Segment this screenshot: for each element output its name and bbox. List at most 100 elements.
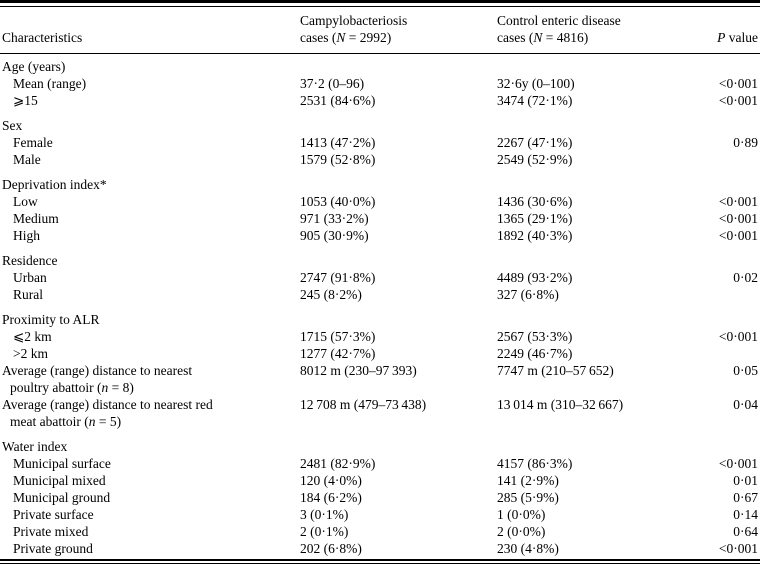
control-value: 3474 (72·1%) <box>497 93 573 108</box>
p-value: <0·001 <box>718 211 758 226</box>
cases-value: 2747 (91·8%) <box>300 270 376 285</box>
table-row: High 905 (30·9%) 1892 (40·3%) <0·001 <box>0 227 760 244</box>
p-value: 0·02 <box>733 270 758 285</box>
p-value: 0·67 <box>733 490 758 505</box>
row-label-line2-pre: meat abattoir ( <box>10 414 89 429</box>
table-row: Private mixed 2 (0·1%) 2 (0·0%) 0·64 <box>0 523 760 540</box>
cases-value: 1413 (47·2%) <box>300 135 376 150</box>
cases-value: 1053 (40·0%) <box>300 194 376 209</box>
control-value: 2549 (52·9%) <box>497 152 573 167</box>
row-label: Municipal surface <box>13 456 111 471</box>
p-value <box>709 109 760 134</box>
table-row: Mean (range) 37·2 (0–96) 32·6y (0–100) <0·0… <box>0 75 760 92</box>
table-row: Municipal surface 2481 (82·9%) 4157 (86·3%… <box>0 455 760 472</box>
table-row: Private surface 3 (0·1%) 1 (0·0%) 0·14 <box>0 506 760 523</box>
row-label: Private ground <box>13 541 93 556</box>
cases-value: 2 (0·1%) <box>300 524 349 539</box>
control-value <box>497 168 709 193</box>
p-value: <0·001 <box>718 329 758 344</box>
control-value: 4157 (86·3%) <box>497 456 573 471</box>
p-value <box>709 303 760 328</box>
control-value: 230 (4·8%) <box>497 541 559 556</box>
header-control-line1: Control enteric disease <box>497 13 621 28</box>
p-value <box>709 430 760 455</box>
table-row: Deprivation index* <box>0 168 760 193</box>
table-row: Sex <box>0 109 760 134</box>
table-row: Male 1579 (52·8%) 2549 (52·9%) <box>0 151 760 168</box>
row-label: Private mixed <box>13 524 89 539</box>
control-value <box>497 54 709 75</box>
table-row: Average (range) distance to nearest red … <box>0 396 760 430</box>
cases-value <box>300 168 497 193</box>
data-table: Age (years) Mean (range) 37·2 (0–96) 32·6y… <box>0 54 760 557</box>
row-label: Average (range) distance to nearest poul… <box>0 362 300 396</box>
control-value <box>497 109 709 134</box>
cases-value: 905 (30·9%) <box>300 228 369 243</box>
table-row: Municipal ground 184 (6·2%) 285 (5·9%) 0·67 <box>0 489 760 506</box>
header-cases-line2-post: = 2992) <box>345 30 392 45</box>
cases-value: 1579 (52·8%) <box>300 152 376 167</box>
row-label: Male <box>13 152 41 167</box>
row-label: >2 km <box>13 346 48 361</box>
cases-value: 2481 (82·9%) <box>300 456 376 471</box>
cases-value: 971 (33·2%) <box>300 211 369 226</box>
top-rule-thick <box>0 0 760 3</box>
control-value: 4489 (93·2%) <box>497 270 573 285</box>
row-label: ⩾15 <box>13 93 38 108</box>
row-label: Age (years) <box>2 59 66 74</box>
cases-value: 120 (4·0%) <box>300 473 362 488</box>
cases-value: 8012 m (230–97 393) <box>300 363 417 378</box>
row-label: Average (range) distance to nearest red … <box>0 396 300 430</box>
table-row: Municipal mixed 120 (4·0%) 141 (2·9%) 0·01 <box>0 472 760 489</box>
table-row: Low 1053 (40·0%) 1436 (30·6%) <0·001 <box>0 193 760 210</box>
header-control-line2: cases (N = 4816) <box>497 29 709 46</box>
control-value: 2 (0·0%) <box>497 524 546 539</box>
cases-value <box>300 303 497 328</box>
p-value <box>709 286 760 303</box>
p-value <box>709 151 760 168</box>
cases-value: 245 (8·2%) <box>300 287 362 302</box>
cases-value <box>300 430 497 455</box>
header-cases-line1: Campylobacteriosis <box>300 13 408 28</box>
p-value: <0·001 <box>718 456 758 471</box>
row-label-n: n <box>88 414 96 429</box>
control-value: 2267 (47·1%) <box>497 135 573 150</box>
cases-value <box>300 244 497 269</box>
control-value: 327 (6·8%) <box>497 287 559 302</box>
row-label: Private surface <box>13 507 94 522</box>
row-label: Municipal ground <box>13 490 111 505</box>
cases-value: 12 708 m (479–73 438) <box>300 397 427 412</box>
header-cases-line2: cases (N = 2992) <box>300 29 497 46</box>
control-value: 1 (0·0%) <box>497 507 546 522</box>
table-row: Private ground 202 (6·8%) 230 (4·8%) <0·001 <box>0 540 760 557</box>
p-value <box>709 168 760 193</box>
row-label-line2: meat abattoir (n = 5) <box>2 413 300 430</box>
cases-value: 202 (6·8%) <box>300 541 362 556</box>
p-value: 0·89 <box>733 135 758 150</box>
table-row: ⩽2 km 1715 (57·3%) 2567 (53·3%) <0·001 <box>0 328 760 345</box>
control-value: 141 (2·9%) <box>497 473 559 488</box>
row-label: Medium <box>13 211 59 226</box>
top-rule-thin <box>0 6 760 7</box>
header-control-line2-post: = 4816) <box>542 30 589 45</box>
header-characteristics: Characteristics <box>2 30 83 45</box>
cases-value: 3 (0·1%) <box>300 507 349 522</box>
header-cases-line2-pre: cases ( <box>300 30 337 45</box>
p-value: 0·14 <box>733 507 758 522</box>
row-label-line2-post: = 5) <box>95 414 122 429</box>
cases-value: 1277 (42·7%) <box>300 346 376 361</box>
control-value: 1436 (30·6%) <box>497 194 573 209</box>
control-value: 7747 m (210–57 652) <box>497 363 614 378</box>
row-label-line2-post: = 8) <box>108 380 134 395</box>
control-value: 285 (5·9%) <box>497 490 559 505</box>
p-value: <0·001 <box>718 93 758 108</box>
table-row: Proximity to ALR <box>0 303 760 328</box>
row-label: Residence <box>2 253 58 268</box>
row-label-line1: Average (range) distance to nearest <box>2 363 193 378</box>
cases-value: 37·2 (0–96) <box>300 76 365 91</box>
p-value: 0·04 <box>733 397 758 412</box>
table-row: Water index <box>0 430 760 455</box>
row-label: Urban <box>13 270 47 285</box>
cases-value: 1715 (57·3%) <box>300 329 376 344</box>
